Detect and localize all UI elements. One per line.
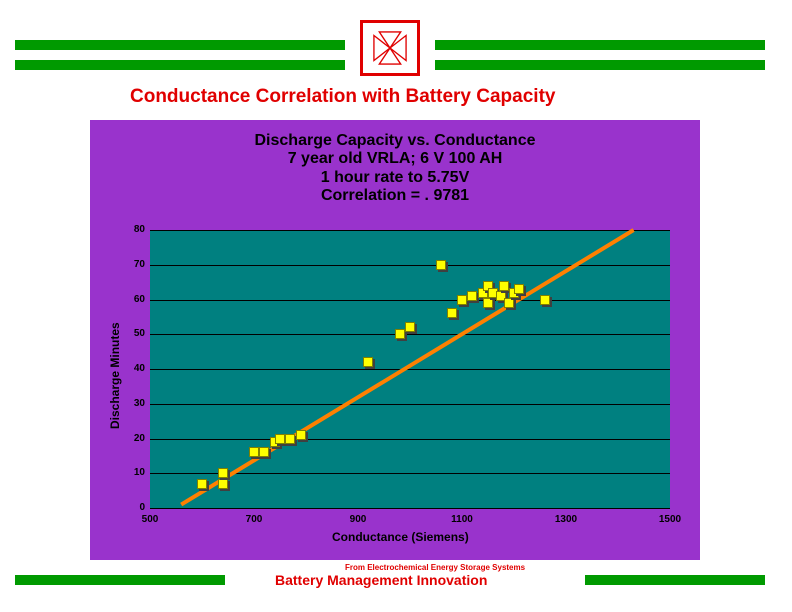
data-point — [499, 281, 509, 291]
y-tick-label: 0 — [115, 502, 145, 513]
data-point — [395, 329, 405, 339]
data-point — [405, 322, 415, 332]
footer-bar — [15, 575, 225, 585]
data-point — [296, 430, 306, 440]
chart-title-line: Discharge Capacity vs. Conductance — [90, 132, 700, 150]
footer-small-text: From Electrochemical Energy Storage Syst… — [345, 563, 525, 572]
data-point — [197, 479, 207, 489]
y-tick-label: 20 — [115, 433, 145, 444]
chart-title: Discharge Capacity vs. Conductance7 year… — [90, 132, 700, 206]
y-tick-label: 70 — [115, 259, 145, 270]
x-tick-label: 900 — [338, 514, 378, 525]
data-point — [540, 295, 550, 305]
x-tick-label: 500 — [130, 514, 170, 525]
data-point — [218, 468, 228, 478]
data-point — [249, 447, 259, 457]
x-tick-label: 1300 — [546, 514, 586, 525]
gridline — [150, 508, 670, 509]
x-tick-label: 1500 — [650, 514, 690, 525]
data-point — [447, 308, 457, 318]
header-bar — [435, 60, 765, 70]
x-axis-label: Conductance (Siemens) — [332, 530, 469, 544]
y-tick-label: 10 — [115, 467, 145, 478]
logo — [360, 20, 420, 76]
footer-bar — [585, 575, 765, 585]
header-bar — [15, 60, 345, 70]
chart-title-line: Correlation = . 9781 — [90, 187, 700, 205]
trend-line — [150, 230, 670, 508]
data-point — [514, 284, 524, 294]
chart-title-line: 1 hour rate to 5.75V — [90, 169, 700, 187]
header-bar — [15, 40, 345, 50]
chart-title-line: 7 year old VRLA; 6 V 100 AH — [90, 150, 700, 168]
y-tick-label: 60 — [115, 294, 145, 305]
data-point — [457, 295, 467, 305]
data-point — [363, 357, 373, 367]
y-axis-label: Discharge Minutes — [108, 322, 122, 429]
data-point — [436, 260, 446, 270]
footer-main-text: Battery Management Innovation — [275, 572, 487, 588]
plot-area — [150, 230, 670, 508]
data-point — [285, 434, 295, 444]
data-point — [467, 291, 477, 301]
slide-title: Conductance Correlation with Battery Cap… — [130, 86, 555, 108]
data-point — [275, 434, 285, 444]
y-tick-label: 80 — [115, 224, 145, 235]
x-tick-label: 700 — [234, 514, 274, 525]
chart-panel: Discharge Capacity vs. Conductance7 year… — [90, 120, 700, 560]
x-tick-label: 1100 — [442, 514, 482, 525]
header-bar — [435, 40, 765, 50]
data-point — [259, 447, 269, 457]
